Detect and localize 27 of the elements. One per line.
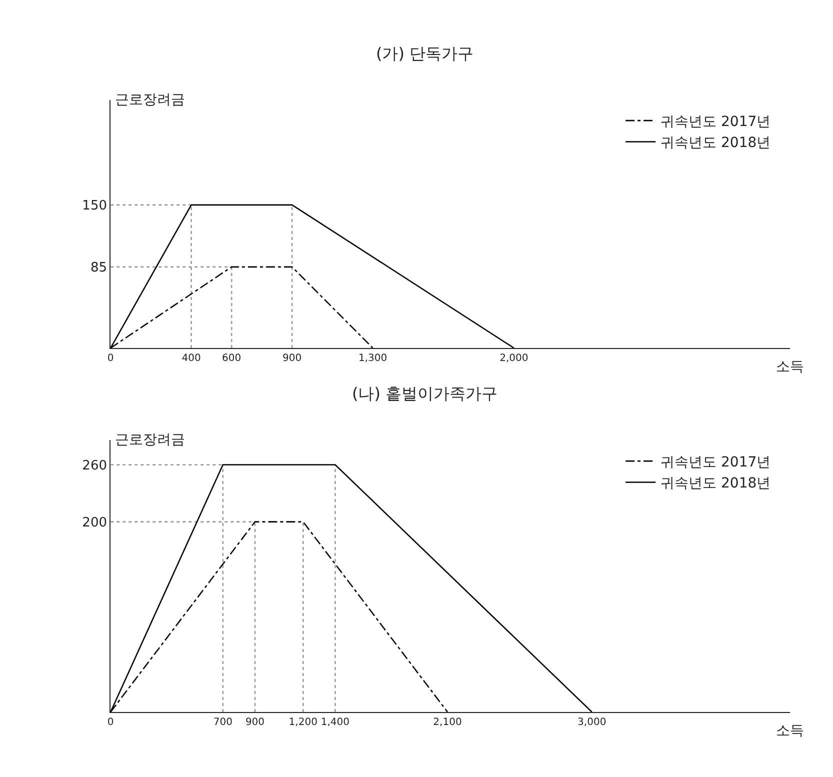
- x-tick-label: 900: [282, 353, 302, 364]
- x-tick-label: 1,200: [288, 717, 318, 728]
- x-tick-label: 2,100: [433, 717, 462, 728]
- x-tick-label: 1,400: [320, 717, 350, 728]
- x-tick-label: 3,000: [578, 717, 606, 728]
- x-tick-label: 1,300: [358, 353, 388, 364]
- legend-label: 귀속년도 2018년: [660, 476, 771, 492]
- x-tick-label: 600: [222, 353, 242, 364]
- x-tick-label: 0: [107, 353, 114, 364]
- legend-label: 귀속년도 2017년: [660, 454, 771, 470]
- x-tick-label: 2,000: [500, 353, 528, 364]
- y-tick-label: 260: [82, 458, 108, 474]
- x-tick-label: 900: [245, 717, 265, 728]
- y-axis-title: 근로장려금: [115, 92, 185, 108]
- x-tick-label: 400: [182, 353, 201, 364]
- legend-label: 귀속년도 2018년: [660, 135, 771, 152]
- legend-label: 귀속년도 2017년: [660, 114, 771, 130]
- x-axis-title: 소득: [776, 359, 804, 375]
- y-tick-label: 200: [82, 515, 108, 530]
- y-tick-label: 85: [90, 260, 108, 276]
- chart-title: (가) 단독가구: [376, 44, 474, 63]
- y-tick-label: 150: [82, 198, 108, 214]
- x-tick-label: 700: [213, 717, 232, 728]
- x-axis-title: 소득: [776, 723, 804, 739]
- y-axis-title: 근로장려금: [115, 432, 185, 448]
- chart-title: (나) 홑벌이가족가구: [352, 384, 498, 403]
- x-tick-label: 0: [107, 717, 114, 728]
